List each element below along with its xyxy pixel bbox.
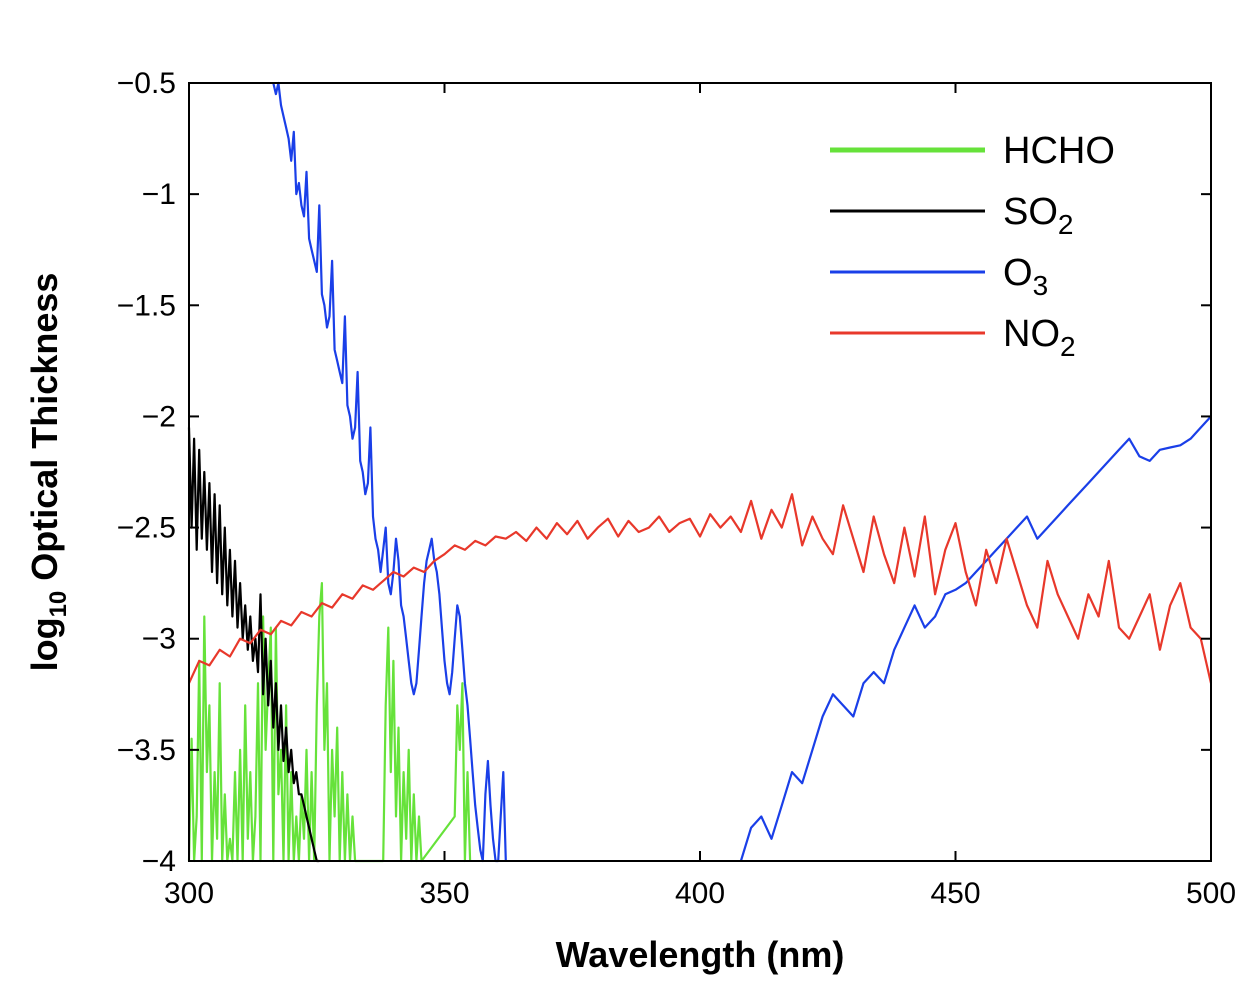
series-layer bbox=[187, 81, 1213, 863]
y-axis-title-rest: Optical Thickness bbox=[24, 273, 65, 591]
legend: HCHO SO2 O3 NO2 bbox=[830, 130, 1115, 362]
y-tick-label-3: −2 bbox=[142, 400, 176, 433]
x-tick-label-350: 350 bbox=[419, 877, 469, 910]
series-line-o3 bbox=[272, 81, 507, 863]
legend-label-so2: SO2 bbox=[1003, 191, 1073, 240]
series-line-so2 bbox=[187, 427, 320, 863]
y-tick-label-4: −2.5 bbox=[117, 512, 176, 545]
series-line-o3-segment-2 bbox=[739, 415, 1212, 862]
series-line-hcho bbox=[187, 581, 472, 863]
y-tick-label-1: −1 bbox=[142, 178, 176, 211]
x-axis-title: Wavelength (nm) bbox=[556, 934, 845, 975]
y-axis-title-subscript: 10 bbox=[45, 591, 72, 618]
x-tick-label-300: 300 bbox=[164, 877, 214, 910]
y-tick-label-5: −3 bbox=[142, 623, 176, 656]
x-tick-label-400: 400 bbox=[675, 877, 725, 910]
y-axis: −0.5 −1 −1.5 −2 −2.5 −3 −3.5 −4 bbox=[117, 67, 1211, 878]
x-tick-label-450: 450 bbox=[930, 877, 980, 910]
y-axis-title-main: log bbox=[24, 617, 65, 671]
y-tick-label-7: −4 bbox=[142, 845, 176, 878]
y-tick-label-2: −1.5 bbox=[117, 289, 176, 322]
legend-label-hcho: HCHO bbox=[1003, 130, 1115, 172]
series-line-no2 bbox=[187, 493, 1213, 684]
legend-label-o3: O3 bbox=[1003, 252, 1048, 301]
legend-label-no2: NO2 bbox=[1003, 313, 1076, 362]
y-axis-title: log10 Optical Thickness bbox=[24, 273, 72, 672]
y-tick-label-6: −3.5 bbox=[117, 734, 176, 767]
x-axis: 300 350 400 450 500 bbox=[164, 83, 1236, 910]
x-tick-label-500: 500 bbox=[1186, 877, 1236, 910]
y-tick-label-0: −0.5 bbox=[117, 67, 176, 100]
